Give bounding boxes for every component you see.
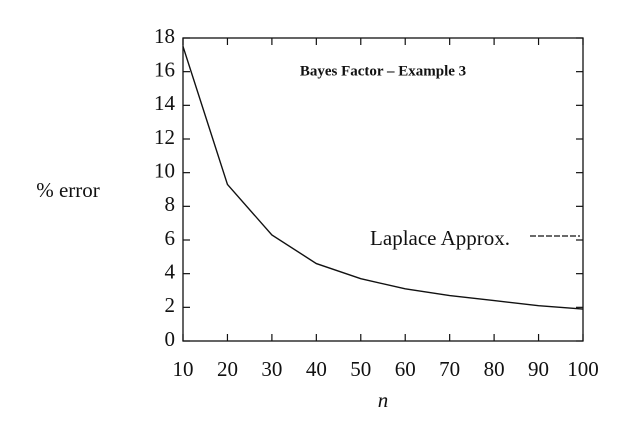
y-tick-label: 0 (165, 327, 176, 351)
x-tick-label: 40 (306, 357, 327, 381)
y-tick-label: 14 (154, 91, 176, 115)
y-tick-label: 10 (154, 158, 175, 182)
x-tick-label: 30 (261, 357, 282, 381)
y-tick-label: 2 (165, 293, 176, 317)
x-tick-label: 70 (439, 357, 460, 381)
legend-label: Laplace Approx. (370, 226, 510, 250)
plot-frame (182, 37, 584, 342)
x-tick-label: 50 (350, 357, 371, 381)
y-tick-label: 8 (165, 192, 176, 216)
x-tick-label: 100 (567, 357, 599, 381)
x-axis-label: n (378, 388, 389, 412)
y-tick-label: 4 (165, 259, 176, 283)
chart-title: Bayes Factor – Example 3 (300, 63, 466, 79)
x-tick-label: 10 (173, 357, 194, 381)
x-tick-label: 20 (217, 357, 238, 381)
x-tick-label: 60 (395, 357, 416, 381)
y-axis-label: % error (36, 178, 100, 202)
x-tick-label: 90 (528, 357, 549, 381)
y-tick-label: 12 (154, 125, 175, 149)
line (182, 46, 584, 310)
y-tick-label: 6 (165, 226, 176, 250)
y-tick-label: 18 (154, 24, 175, 48)
y-tick-label: 16 (154, 57, 175, 81)
x-tick-label: 80 (484, 357, 505, 381)
